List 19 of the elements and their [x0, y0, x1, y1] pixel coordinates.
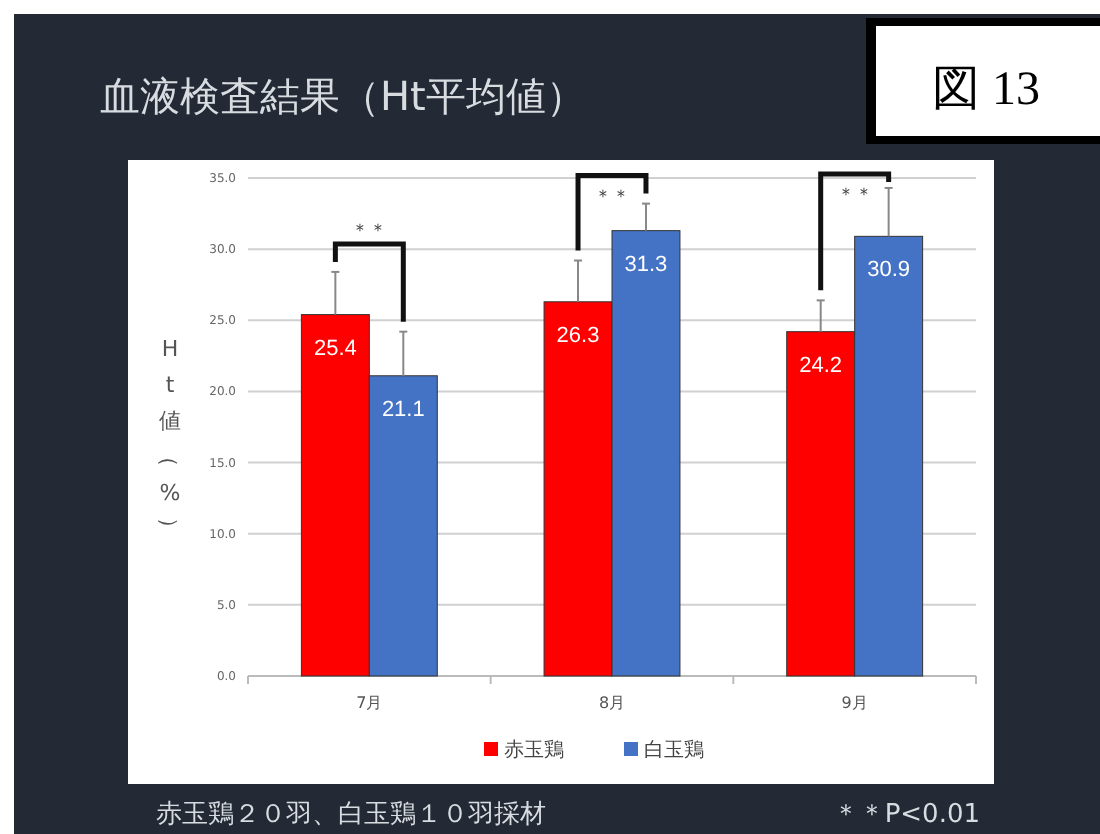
data-label: 24.2: [799, 353, 843, 378]
x-tick-label: 7月: [356, 694, 383, 712]
data-label: 21.1: [381, 397, 425, 422]
legend-label: 白玉鶏: [644, 738, 704, 762]
x-tick-label: 8月: [598, 694, 626, 712]
chart-title: 血液検査結果（Ht平均値）: [100, 72, 586, 120]
data-label: 30.9: [867, 258, 911, 283]
data-label: 31.3: [624, 252, 668, 277]
annotation: ＊＊: [594, 187, 630, 208]
legend-label: 赤玉鶏: [504, 738, 564, 762]
caption: 図 13: [932, 64, 1040, 116]
annotation: ＊＊: [836, 186, 873, 206]
annotation: ＊＊: [351, 221, 388, 242]
data-label: 25.4: [313, 336, 357, 361]
y-axis-title: Ht値（%）: [156, 336, 182, 539]
text: 赤玉鶏２０羽、白玉鶏１０羽採材: [156, 800, 546, 830]
text: ＊＊P<0.01: [832, 800, 980, 830]
data-label: 26.3: [556, 323, 600, 348]
x-tick-label: 9月: [841, 694, 868, 712]
